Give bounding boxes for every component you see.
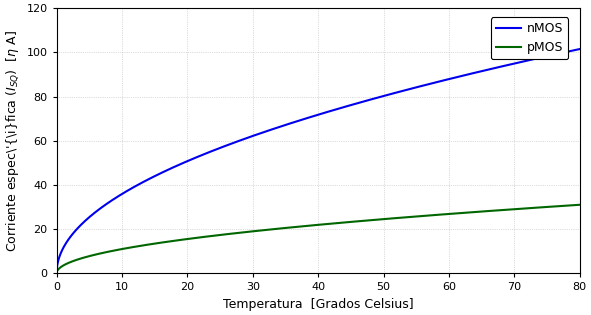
pMOS <box>561 204 568 208</box>
pMOS <box>561 204 568 208</box>
nMOS <box>307 115 314 119</box>
Line: nMOS: nMOS <box>57 49 580 272</box>
nMOS <box>53 271 60 274</box>
pMOS <box>294 225 301 229</box>
pMOS <box>465 211 472 215</box>
pMOS <box>576 203 583 207</box>
nMOS <box>465 72 472 76</box>
pMOS <box>307 224 314 227</box>
pMOS <box>53 271 60 275</box>
nMOS <box>80 221 87 225</box>
pMOS <box>80 256 87 260</box>
nMOS <box>561 50 568 54</box>
nMOS <box>294 119 301 123</box>
Legend: nMOS, pMOS: nMOS, pMOS <box>491 17 569 59</box>
nMOS <box>561 50 568 54</box>
Y-axis label: Corriente espec\'{\i}fica ($I_{SQ}$)  [$\eta$ A]: Corriente espec\'{\i}fica ($I_{SQ}$) [$\… <box>4 30 21 252</box>
X-axis label: Temperatura  [Grados Celsius]: Temperatura [Grados Celsius] <box>223 298 414 311</box>
Line: pMOS: pMOS <box>57 205 580 273</box>
nMOS <box>576 47 583 51</box>
